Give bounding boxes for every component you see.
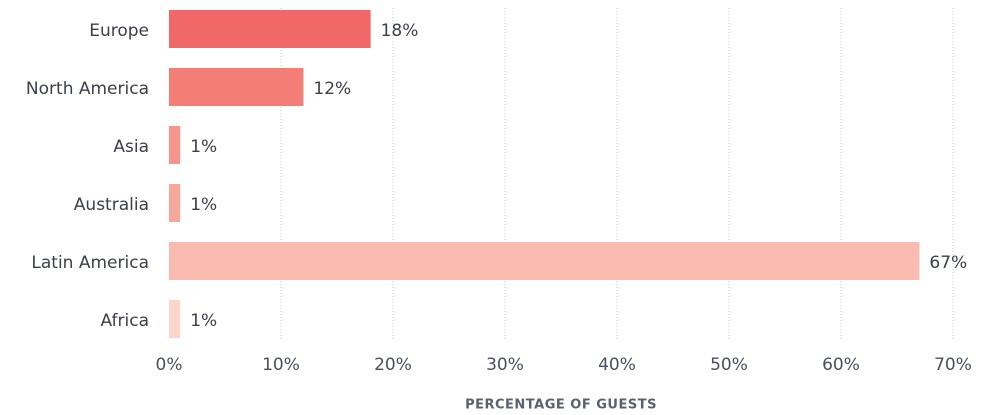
x-tick-label: 30% [486,355,524,375]
x-axis-title: PERCENTAGE OF GUESTS [465,398,657,413]
value-label: 1% [190,137,217,157]
y-tick-label: Africa [101,311,150,331]
x-tick-label: 60% [822,355,860,375]
bar [169,300,181,338]
x-tick-label: 10% [262,355,300,375]
bar [169,184,181,222]
value-label: 18% [381,21,419,41]
bar [169,242,920,280]
y-tick-label: North America [26,79,149,99]
x-tick-label: 40% [598,355,636,375]
value-label: 1% [190,311,217,331]
bar [169,126,181,164]
x-tick-label: 50% [710,355,748,375]
y-tick-label: Australia [74,195,149,215]
x-tick-label: 0% [156,355,183,375]
y-tick-label: Asia [113,137,149,157]
bar [169,68,304,106]
value-label: 12% [313,79,351,99]
x-tick-label: 70% [934,355,972,375]
value-label: 67% [929,253,967,273]
x-tick-label: 20% [374,355,412,375]
y-tick-label: Europe [89,21,149,41]
value-label: 1% [190,195,217,215]
y-tick-label: Latin America [31,253,149,273]
bar [169,10,371,48]
